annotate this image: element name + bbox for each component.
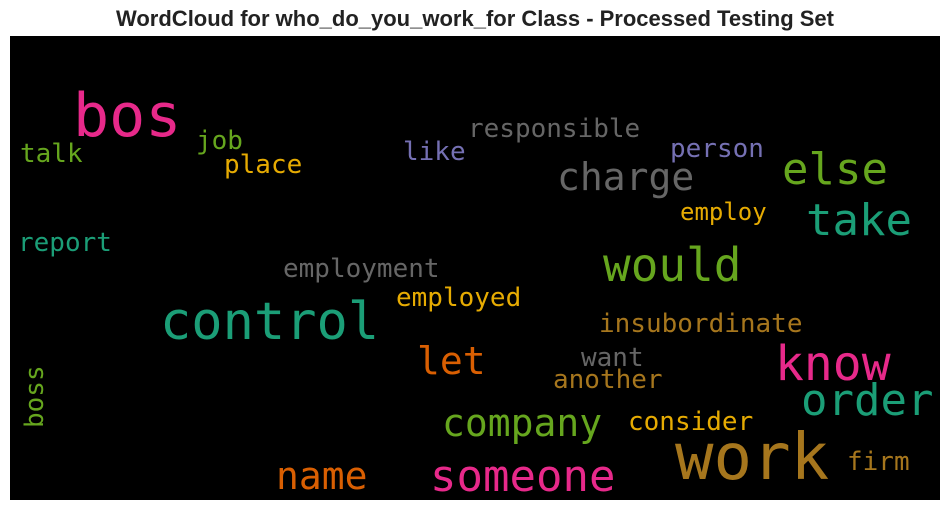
word-boss: boss	[20, 365, 50, 428]
word-want: want	[581, 343, 644, 373]
word-insubordinate: insubordinate	[599, 309, 803, 339]
word-company: company	[442, 401, 603, 445]
word-bos: bos	[73, 81, 182, 151]
word-report: report	[18, 228, 112, 258]
word-place: place	[224, 150, 303, 180]
word-another: another	[553, 365, 663, 395]
word-order: order	[801, 375, 934, 426]
word-like: like	[403, 137, 466, 167]
word-talk: talk	[20, 139, 83, 169]
word-take: take	[806, 195, 912, 246]
word-firm: firm	[847, 447, 910, 477]
word-else: else	[782, 144, 888, 195]
word-employ: employ	[680, 198, 767, 226]
word-consider: consider	[628, 407, 754, 437]
word-job: job	[196, 126, 243, 156]
word-person: person	[670, 134, 764, 164]
word-charge: charge	[557, 155, 695, 199]
word-responsible: responsible	[468, 114, 641, 144]
chart-title: WordCloud for who_do_you_work_for Class …	[116, 6, 834, 31]
word-control: control	[160, 292, 380, 352]
word-would: would	[603, 238, 742, 292]
word-let: let	[417, 339, 486, 383]
word-someone: someone	[430, 451, 616, 500]
word-work: work	[675, 421, 830, 495]
word-know: know	[775, 336, 891, 392]
word-name: name	[276, 454, 368, 498]
wordcloud-canvas: bos job talk place responsible like person char…	[10, 36, 940, 500]
word-employed: employed	[396, 283, 522, 313]
word-employment: employment	[283, 254, 440, 284]
